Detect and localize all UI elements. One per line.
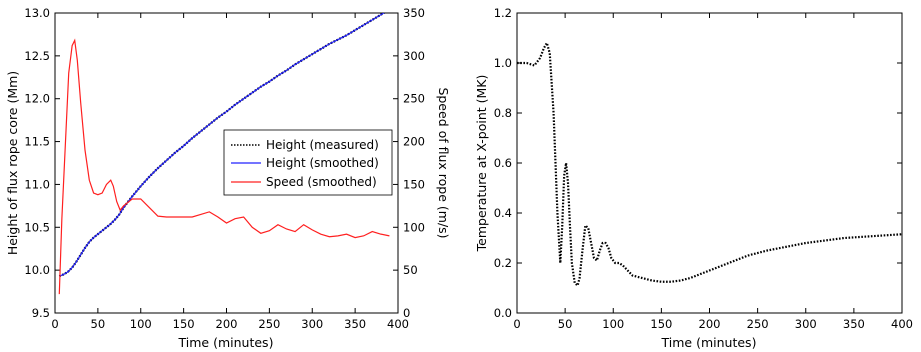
- left-y-tick-label: 12.5: [24, 49, 50, 63]
- left-y-tick-label: 9.5: [32, 306, 50, 320]
- left-x-axis-label: Time (minutes): [178, 335, 274, 350]
- right-chart: 0 50 100 150 200 250 300 350 400 0.0 0.2 0.4 0.6 0.8…: [474, 6, 913, 350]
- legend: Height (measured) Height (smoothed) Spee…: [223, 129, 393, 196]
- left-x-tick-label: 300: [301, 317, 323, 331]
- left-series-line-1: [59, 13, 385, 277]
- left-y2-tick-label: 50: [403, 263, 418, 277]
- left-series-line-2: [58, 38, 390, 295]
- left-y-tick-label: 10.5: [24, 220, 50, 234]
- left-y2-tick-label: 200: [403, 135, 425, 149]
- right-x-tick-label: 250: [747, 317, 769, 331]
- left-x-ticks: 0 50 100 150 200 250 300 350 400: [51, 13, 409, 331]
- left-y2-tick-label: 350: [403, 6, 425, 20]
- left-x-tick-label: 200: [216, 317, 238, 331]
- left-y-tick-label: 11.5: [24, 135, 50, 149]
- left-x-tick-label: 0: [51, 317, 58, 331]
- legend-label-height-measured: Height (measured): [266, 138, 379, 152]
- right-y-tick-label: 0.8: [494, 106, 512, 120]
- left-y-ticks: 9.5 10.0 10.5 11.0 11.5 12.0 12.5 13.0: [24, 6, 60, 320]
- right-series-group: [517, 40, 902, 288]
- right-x-tick-label: 100: [602, 317, 624, 331]
- right-x-tick-label: 300: [795, 317, 817, 331]
- left-x-tick-label: 150: [173, 317, 195, 331]
- right-x-tick-label: 400: [891, 317, 913, 331]
- right-plot-frame: [516, 12, 903, 314]
- right-series-line-0: [517, 40, 902, 288]
- left-y-tick-label: 11.0: [24, 177, 50, 191]
- left-series-group: [58, 13, 390, 295]
- left-y2-tick-label: 250: [403, 92, 425, 106]
- left-x-tick-label: 50: [91, 317, 106, 331]
- right-y-tick-label: 0.6: [494, 156, 512, 170]
- left-x-tick-label: 100: [130, 317, 152, 331]
- right-y-tick-label: 1.2: [494, 6, 512, 20]
- left-y-axis-label: Height of flux rope core (Mm): [5, 71, 20, 255]
- right-x-tick-label: 200: [699, 317, 721, 331]
- left-y2-axis-label: Speed of flux rope (m/s): [436, 87, 451, 238]
- left-x-tick-label: 400: [387, 317, 409, 331]
- right-x-tick-label: 350: [843, 317, 865, 331]
- left-x-tick-label: 250: [258, 317, 280, 331]
- right-x-tick-label: 150: [650, 317, 672, 331]
- right-y-tick-label: 0.2: [494, 256, 512, 270]
- right-y-tick-label: 0.4: [494, 206, 512, 220]
- right-x-axis-label: Time (minutes): [661, 335, 757, 350]
- left-y2-ticks: 0 50 100 150 200 250 300 350: [393, 6, 425, 320]
- left-y2-tick-label: 100: [403, 220, 425, 234]
- left-y-tick-label: 10.0: [24, 263, 50, 277]
- right-x-tick-label: 0: [513, 317, 520, 331]
- left-x-tick-label: 350: [344, 317, 366, 331]
- left-chart: 0 50 100 150 200 250 300 350 400 9.5 10.0 10.5 11.0…: [5, 6, 451, 350]
- right-y-tick-label: 0.0: [494, 306, 512, 320]
- left-y-tick-label: 13.0: [24, 6, 50, 20]
- legend-label-speed-smoothed: Speed (smoothed): [266, 175, 377, 189]
- right-y-ticks: 0.0 0.2 0.4 0.6 0.8 1.0 1.2: [494, 6, 902, 320]
- left-y2-tick-label: 150: [403, 177, 425, 191]
- right-x-tick-label: 50: [558, 317, 573, 331]
- right-y-axis-label: Temperature at X-point (MK): [474, 75, 489, 253]
- right-x-ticks: 0 50 100 150 200 250 300 350 400: [513, 13, 913, 331]
- legend-label-height-smoothed: Height (smoothed): [266, 156, 379, 170]
- left-y2-tick-label: 0: [403, 306, 410, 320]
- right-y-tick-label: 1.0: [494, 56, 512, 70]
- left-y-tick-label: 12.0: [24, 92, 50, 106]
- left-y2-tick-label: 300: [403, 49, 425, 63]
